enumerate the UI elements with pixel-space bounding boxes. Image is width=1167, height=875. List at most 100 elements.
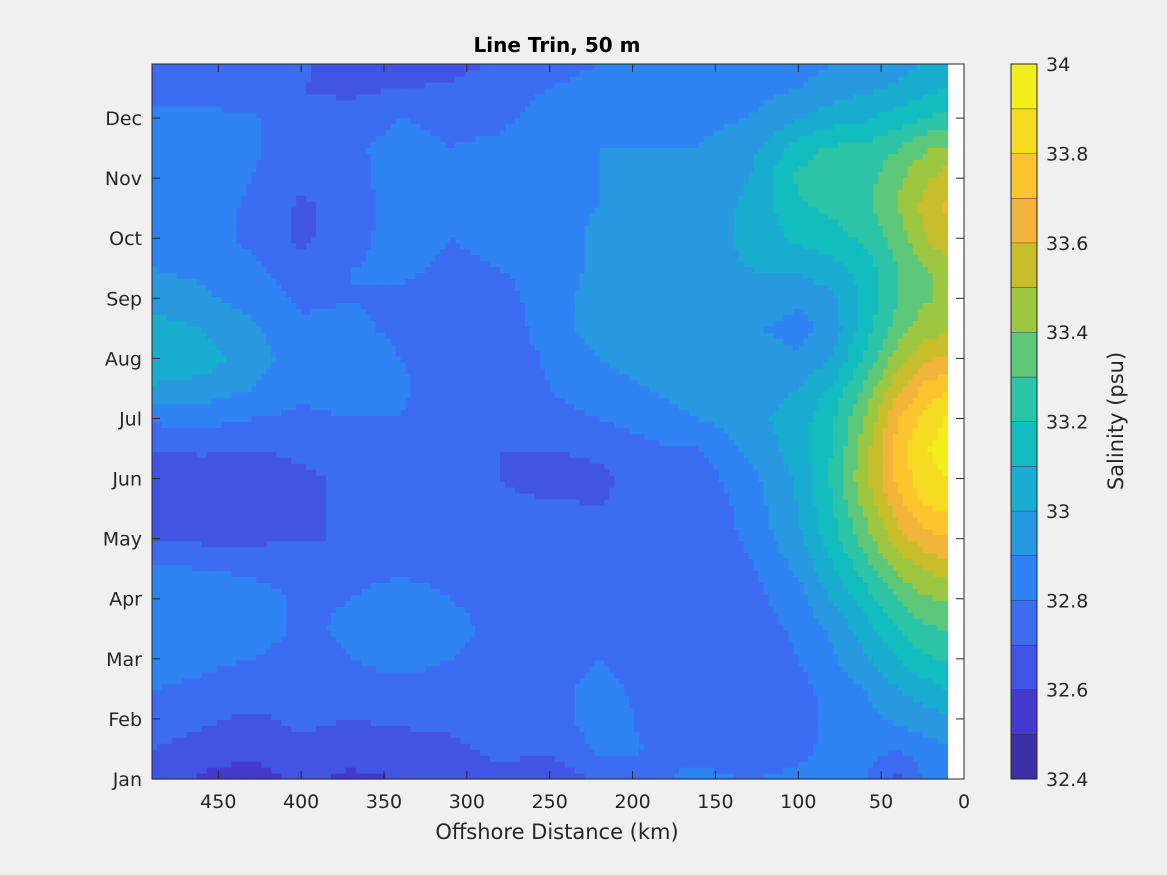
contour-cell: [276, 636, 282, 643]
contour-cell: [435, 618, 441, 625]
contour-cell: [311, 749, 317, 756]
contour-cell: [788, 743, 794, 750]
contour-cell: [913, 696, 919, 703]
contour-cell: [495, 648, 501, 655]
contour-cell: [495, 737, 501, 744]
contour-cell: [634, 636, 640, 643]
contour-cell: [560, 696, 566, 703]
contour-cell: [420, 719, 426, 726]
contour-cell: [306, 588, 312, 595]
contour-cell: [351, 660, 357, 667]
contour-cell: [654, 755, 660, 762]
contour-cell: [207, 702, 213, 709]
contour-cell: [311, 624, 317, 631]
contour-cell: [754, 660, 760, 667]
contour-cell: [475, 594, 481, 601]
contour-cell: [823, 678, 829, 685]
contour-cell: [286, 612, 292, 619]
contour-cell: [783, 600, 789, 607]
contour-cell: [848, 767, 854, 774]
contour-cell: [420, 612, 426, 619]
contour-cell: [535, 660, 541, 667]
contour-cell: [565, 755, 571, 762]
contour-cell: [704, 606, 710, 613]
contour-cell: [838, 761, 844, 768]
contour-cell: [391, 636, 397, 643]
contour-cell: [763, 731, 769, 738]
contour-cell: [495, 618, 501, 625]
contour-cell: [699, 761, 705, 768]
contour-cell: [659, 606, 665, 613]
contour-cell: [157, 684, 163, 691]
contour-cell: [316, 743, 322, 750]
contour-cell: [256, 696, 262, 703]
contour-cell: [152, 719, 158, 726]
contour-cell: [550, 731, 556, 738]
contour-cell: [853, 761, 859, 768]
contour-cell: [241, 600, 247, 607]
contour-cell: [435, 612, 441, 619]
contour-cell: [649, 642, 655, 649]
contour-cell: [401, 594, 407, 601]
contour-cell: [883, 642, 889, 649]
contour-cell: [346, 642, 352, 649]
contour-cell: [594, 678, 600, 685]
contour-cell: [868, 612, 874, 619]
contour-cell: [401, 731, 407, 738]
contour-cell: [654, 767, 660, 774]
contour-cell: [555, 725, 561, 732]
contour-cell: [440, 624, 446, 631]
contour-cell: [316, 594, 322, 601]
contour-cell: [495, 678, 501, 685]
contour-cell: [430, 719, 436, 726]
contour-cell: [490, 606, 496, 613]
contour-cell: [251, 725, 257, 732]
contour-cell: [515, 761, 521, 768]
contour-cell: [664, 654, 670, 661]
contour-cell: [599, 731, 605, 738]
contour-cell: [838, 725, 844, 732]
contour-cell: [609, 684, 615, 691]
contour-cell: [878, 725, 884, 732]
contour-cell: [281, 719, 287, 726]
contour-cell: [237, 606, 243, 613]
contour-cell: [232, 761, 238, 768]
contour-cell: [435, 713, 441, 720]
contour-cell: [251, 713, 257, 720]
contour-cell: [187, 702, 193, 709]
contour-cell: [520, 648, 526, 655]
contour-cell: [933, 731, 939, 738]
contour-cell: [420, 725, 426, 732]
contour-cell: [614, 749, 620, 756]
contour-cell: [266, 749, 272, 756]
contour-cell: [455, 737, 461, 744]
contour-cell: [634, 660, 640, 667]
contour-cell: [197, 696, 203, 703]
contour-cell: [157, 636, 163, 643]
contour-cell: [490, 708, 496, 715]
contour-cell: [217, 767, 223, 774]
contour-cell: [629, 636, 635, 643]
contour-cell: [420, 761, 426, 768]
contour-cell: [261, 672, 267, 679]
contour-cell: [724, 743, 730, 750]
contour-cell: [172, 642, 178, 649]
contour-cell: [599, 666, 605, 673]
contour-cell: [237, 600, 243, 607]
contour-cell: [634, 755, 640, 762]
contour-cell: [724, 678, 730, 685]
contour-cell: [470, 737, 476, 744]
contour-cell: [490, 636, 496, 643]
contour-cell: [843, 648, 849, 655]
contour-cell: [793, 725, 799, 732]
contour-cell: [714, 630, 720, 637]
contour-cell: [326, 612, 332, 619]
contour-cell: [440, 761, 446, 768]
contour-cell: [251, 761, 257, 768]
contour-cell: [391, 666, 397, 673]
contour-cell: [778, 684, 784, 691]
contour-cell: [863, 600, 869, 607]
contour-cell: [664, 743, 670, 750]
contour-cell: [848, 761, 854, 768]
contour-cell: [450, 600, 456, 607]
